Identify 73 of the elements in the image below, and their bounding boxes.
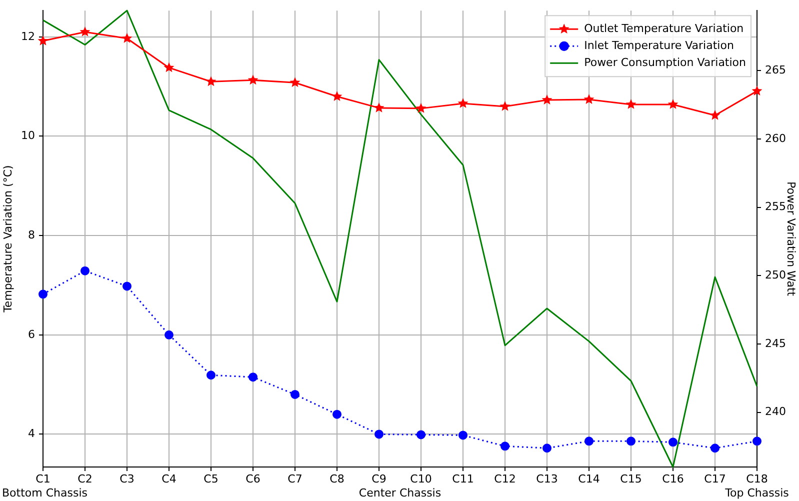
point bbox=[542, 94, 552, 104]
x-tick-label: C4 bbox=[162, 472, 176, 486]
point bbox=[584, 94, 594, 104]
point bbox=[752, 86, 762, 96]
x-tick-label: C11 bbox=[452, 472, 474, 486]
y2-axis-title: Power Variation Watt bbox=[784, 182, 798, 297]
x-tick-label: C3 bbox=[120, 472, 134, 486]
x-tick-label: C18 bbox=[746, 472, 768, 486]
point bbox=[458, 430, 468, 440]
text: Center Chassis bbox=[358, 486, 442, 500]
text: Bottom Chassis bbox=[2, 486, 88, 500]
x-tick-label: C16 bbox=[662, 472, 684, 486]
point bbox=[248, 74, 258, 85]
point bbox=[164, 62, 174, 72]
y2-tick-label: 240 bbox=[765, 405, 786, 418]
point bbox=[164, 330, 174, 340]
y-tick-label: 8 bbox=[28, 228, 35, 242]
point bbox=[668, 98, 678, 109]
point bbox=[416, 102, 426, 113]
x-tick-label: C8 bbox=[330, 472, 344, 486]
y2-tick-label: 260 bbox=[765, 132, 786, 145]
point bbox=[38, 290, 48, 299]
y-tick-label: 10 bbox=[21, 129, 35, 142]
y2-tick-label: 245 bbox=[765, 336, 786, 350]
point bbox=[80, 26, 90, 36]
point bbox=[290, 390, 300, 399]
point bbox=[710, 110, 720, 120]
x-tick-label: C13 bbox=[536, 472, 558, 486]
y2-tick-label: 255 bbox=[765, 200, 786, 214]
x-tick-label: C12 bbox=[494, 472, 516, 486]
point bbox=[290, 77, 300, 88]
point bbox=[122, 32, 132, 43]
y-tick-label: 12 bbox=[21, 30, 35, 43]
x-tick-label: C9 bbox=[372, 472, 386, 486]
y-axis-title: Temperature Variation (°C) bbox=[1, 165, 14, 314]
point bbox=[752, 436, 762, 446]
x-tick-label: C6 bbox=[246, 472, 260, 486]
legend-label: Power Consumption Variation bbox=[584, 56, 746, 69]
point bbox=[206, 370, 216, 380]
point bbox=[458, 98, 468, 108]
point bbox=[500, 100, 510, 111]
point bbox=[374, 430, 384, 439]
y-tick-label: 6 bbox=[28, 328, 35, 341]
point bbox=[542, 444, 552, 453]
x-tick-label: C2 bbox=[78, 472, 92, 486]
point bbox=[500, 442, 510, 451]
x-tick-label: C1 bbox=[36, 472, 50, 486]
point bbox=[38, 35, 48, 46]
legend-label: Inlet Temperature Variation bbox=[584, 38, 734, 52]
x-tick-label: C14 bbox=[578, 472, 600, 486]
point bbox=[80, 266, 90, 276]
x-tick-label: C10 bbox=[410, 472, 432, 486]
point bbox=[584, 436, 594, 446]
x-tick-label: C15 bbox=[620, 472, 642, 486]
text: Top Chassis bbox=[724, 486, 790, 500]
point bbox=[710, 444, 720, 453]
x-tick-label: C5 bbox=[204, 472, 218, 486]
y2-tick-label: 265 bbox=[765, 64, 786, 77]
point bbox=[332, 410, 342, 419]
x-tick-label: C7 bbox=[288, 472, 302, 486]
point bbox=[332, 91, 342, 101]
point bbox=[206, 76, 216, 86]
legend-label: Outlet Temperature Variation bbox=[584, 22, 744, 35]
point bbox=[374, 102, 384, 112]
y-tick-label: 4 bbox=[28, 427, 35, 440]
point bbox=[626, 98, 636, 109]
x-tick-label: C17 bbox=[704, 472, 726, 486]
point bbox=[248, 372, 258, 382]
point bbox=[668, 438, 678, 447]
point bbox=[626, 436, 636, 446]
point bbox=[122, 282, 132, 291]
point bbox=[416, 430, 426, 440]
y2-tick-label: 250 bbox=[765, 268, 786, 282]
